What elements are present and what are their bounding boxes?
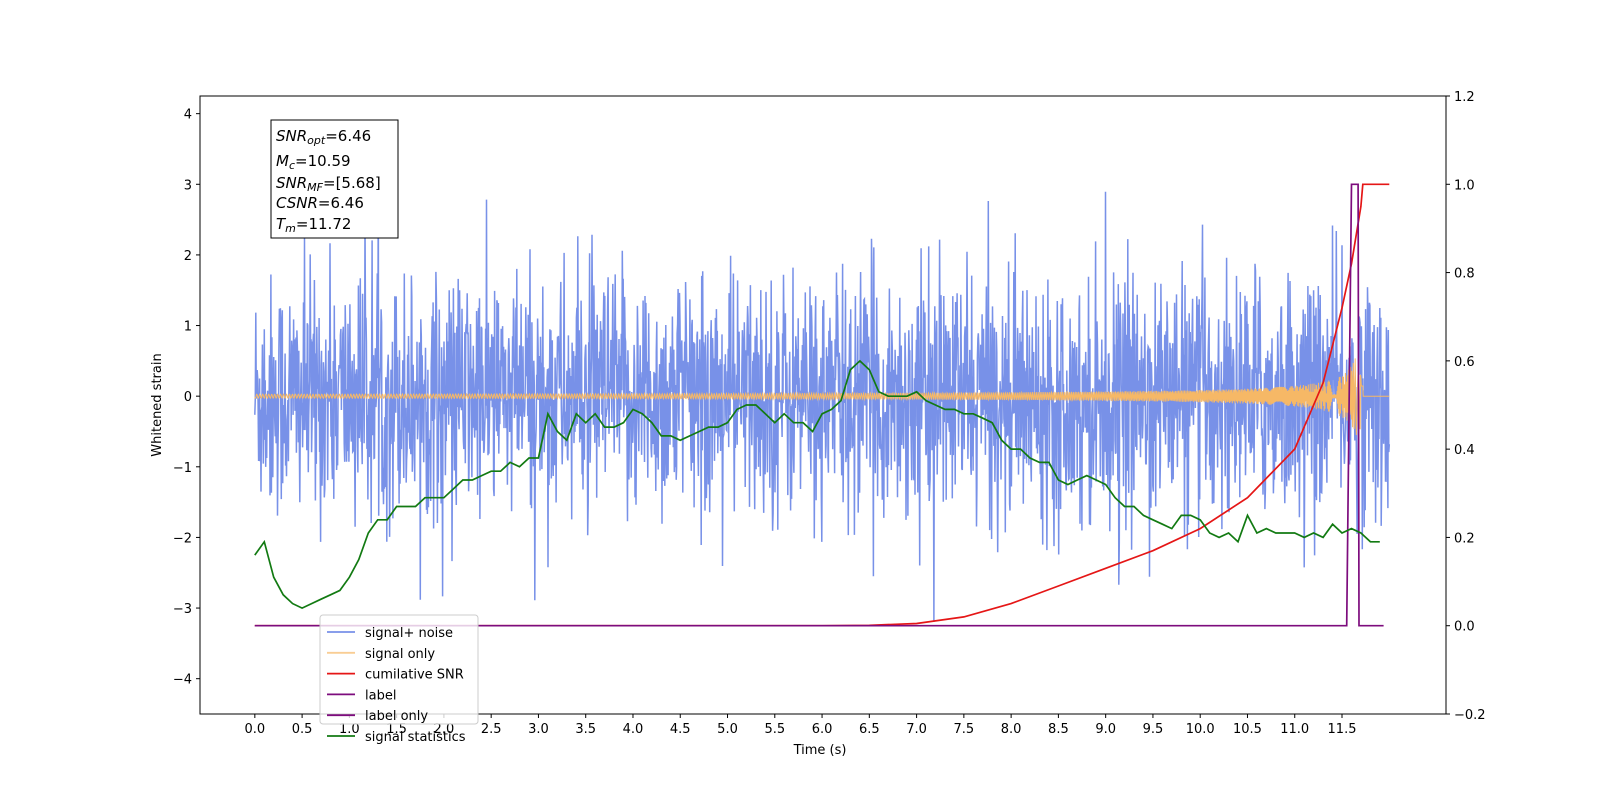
x-tick-label: 8.5 — [1048, 722, 1069, 737]
y-axis-ticks: 4 3 2 1 0 −1 −2 −3 −4 — [173, 108, 200, 688]
legend-label: label — [365, 688, 396, 703]
x-tick-label: 0.0 — [244, 722, 265, 737]
info-mc-value: =10.59 — [295, 152, 351, 170]
info-snr-opt-base: SNR — [276, 127, 307, 145]
series-signal-noise — [254, 167, 1391, 622]
y2-axis-ticks: 1.2 1.0 0.8 0.6 0.4 0.2 0.0 −0.2 — [1446, 90, 1486, 723]
y-tick-label: −1 — [173, 461, 192, 476]
x-tick-label: 7.0 — [906, 722, 927, 737]
x-tick-label: 7.5 — [954, 722, 975, 737]
x-tick-label: 3.5 — [575, 722, 596, 737]
y-tick-label: 2 — [184, 249, 192, 264]
info-csnr: CSNR=6.46 — [276, 194, 364, 212]
info-snr-opt-sub: opt — [307, 134, 326, 147]
y-tick-label: −3 — [173, 602, 192, 617]
info-snr-opt: SNRopt=6.46 — [276, 127, 371, 147]
x-tick-label: 11.5 — [1328, 722, 1357, 737]
y-tick-label: −4 — [173, 673, 192, 688]
series-signal-only — [254, 358, 1390, 436]
x-tick-label: 8.0 — [1001, 722, 1022, 737]
y2-tick-label: −0.2 — [1454, 708, 1486, 723]
y-tick-label: 1 — [184, 320, 192, 335]
x-tick-label: 5.5 — [764, 722, 785, 737]
series-label — [254, 183, 1384, 627]
x-tick-label: 4.0 — [623, 722, 644, 737]
info-snr-mf-base: SNR — [276, 174, 307, 192]
y-tick-label: 0 — [184, 390, 192, 405]
y-tick-label: 3 — [184, 178, 192, 193]
info-mc-base: M — [276, 152, 289, 170]
x-tick-label: 2.5 — [481, 722, 502, 737]
info-box-frame — [270, 119, 399, 239]
info-snr-mf-value: =[5.68] — [323, 174, 381, 192]
y2-tick-label: 1.0 — [1454, 178, 1475, 193]
legend-label: signal only — [365, 647, 435, 662]
y2-tick-label: 0.4 — [1454, 443, 1475, 458]
info-csnr-base: CSNR — [276, 194, 318, 212]
y-tick-label: −2 — [173, 531, 192, 546]
y2-tick-label: 1.2 — [1454, 90, 1475, 105]
x-axis-label: Time (s) — [793, 743, 847, 758]
info-tm-base: T — [276, 215, 287, 233]
y-axis-label: Whitened strain — [150, 353, 165, 456]
legend-frame — [319, 614, 479, 725]
x-axis-ticks: 0.0 0.5 1.0 1.5 2.0 2.5 3.0 3.5 4.0 4.5 5.0 5.5 6.0 6… — [244, 714, 1356, 737]
y2-tick-label: 0.2 — [1454, 531, 1475, 546]
y2-tick-label: 0.8 — [1454, 267, 1475, 282]
info-snr-opt-value: =6.46 — [325, 127, 371, 145]
x-tick-label: 6.0 — [812, 722, 833, 737]
x-tick-label: 3.0 — [528, 722, 549, 737]
y-tick-label: 4 — [184, 108, 192, 123]
x-tick-label: 11.0 — [1280, 722, 1309, 737]
plot-area — [254, 167, 1391, 627]
y2-tick-label: 0.6 — [1454, 355, 1475, 370]
info-mc-sub: c — [289, 159, 295, 172]
x-tick-label: 4.5 — [670, 722, 691, 737]
info-mc: Mc=10.59 — [276, 152, 351, 172]
info-tm-value: =11.72 — [296, 215, 352, 233]
info-snr-mf-sub: MF — [307, 181, 323, 194]
info-box: SNRopt=6.46 Mc=10.59 SNRMF=[5.68] CSNR=6… — [270, 119, 399, 239]
x-tick-label: 2.0 — [434, 722, 455, 737]
info-snr-mf: SNRMF=[5.68] — [276, 174, 381, 194]
x-tick-label: 10.5 — [1233, 722, 1262, 737]
x-tick-label: 6.5 — [859, 722, 880, 737]
info-tm: Tm=11.72 — [276, 215, 351, 235]
x-tick-label: 9.5 — [1143, 722, 1164, 737]
x-tick-label: 0.5 — [292, 722, 313, 737]
legend-label: cumilative SNR — [365, 668, 464, 683]
series-signal-statistics — [254, 359, 1380, 610]
x-tick-label: 9.0 — [1095, 722, 1116, 737]
x-tick-label: 10.0 — [1186, 722, 1215, 737]
x-tick-label: 1.0 — [339, 722, 360, 737]
y2-tick-label: 0.0 — [1454, 620, 1475, 635]
legend: signal+ noise signal only cumilative SNR la… — [319, 614, 479, 745]
legend-label: signal statistics — [365, 730, 466, 745]
legend-label: label only — [365, 709, 428, 724]
info-tm-sub: m — [285, 222, 296, 235]
series-cumulative-snr — [254, 183, 1390, 627]
x-tick-label: 5.0 — [717, 722, 738, 737]
info-csnr-value: =6.46 — [318, 194, 364, 212]
legend-label: signal+ noise — [365, 626, 453, 641]
x-tick-label: 1.5 — [386, 722, 407, 737]
axes-frame — [199, 95, 1447, 715]
